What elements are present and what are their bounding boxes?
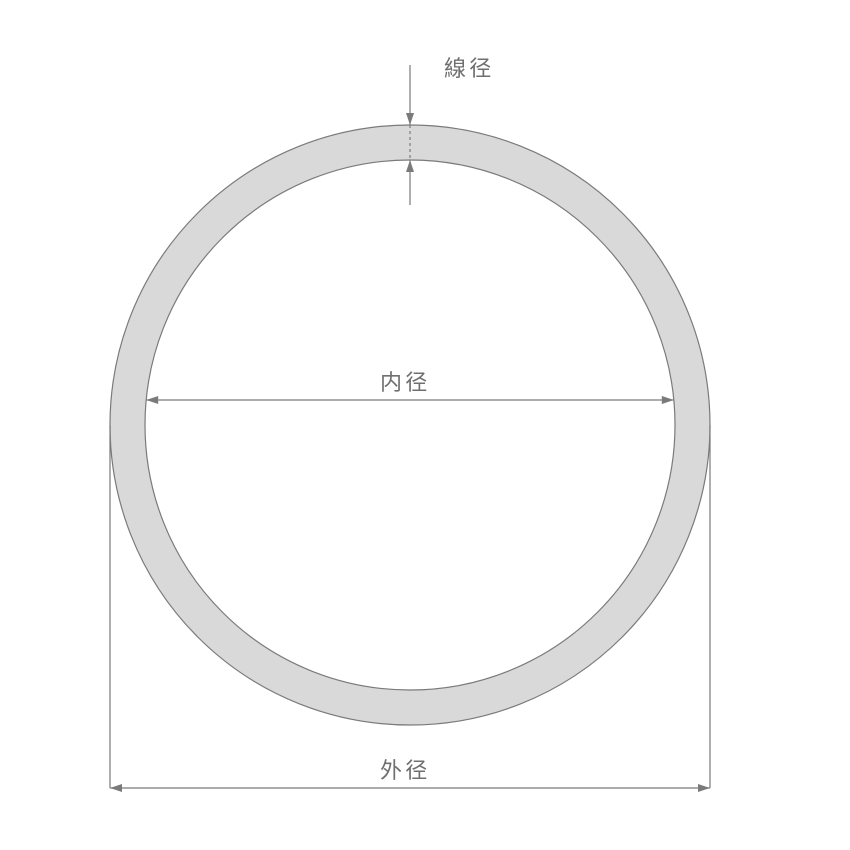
- wire-diameter-label: 線径: [444, 56, 495, 81]
- inner-diameter-label: 内径: [380, 370, 431, 395]
- outer-diameter-label: 外径: [380, 758, 431, 783]
- ring-shape: [110, 125, 710, 725]
- ring-dimension-diagram: 線径内径外径: [0, 0, 850, 850]
